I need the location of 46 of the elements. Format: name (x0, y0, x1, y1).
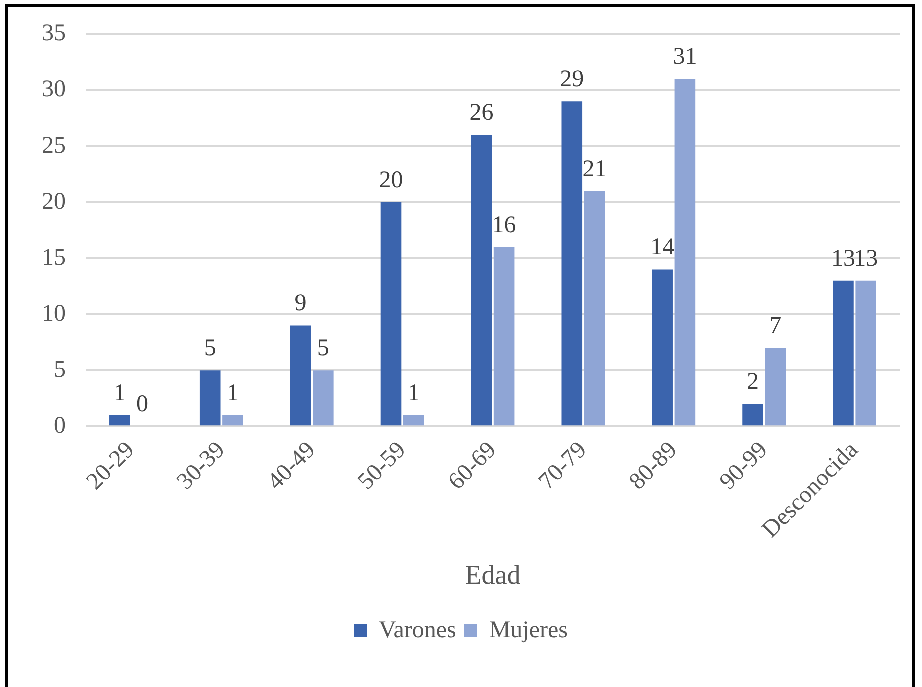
y-tick-label: 10 (42, 300, 66, 327)
data-label: 1 (408, 380, 420, 406)
data-label: 29 (560, 66, 584, 93)
bar (110, 415, 130, 426)
bar (313, 370, 334, 426)
data-label: 21 (582, 156, 607, 182)
bar (494, 247, 515, 426)
bar (856, 280, 876, 426)
data-label: 20 (379, 167, 404, 194)
y-tick-label: 35 (42, 20, 66, 47)
data-label: 5 (317, 336, 330, 362)
y-tick-label: 20 (42, 188, 66, 215)
legend-label: Mujeres (489, 617, 568, 644)
data-label: 7 (770, 313, 782, 340)
y-tick-label: 25 (42, 132, 66, 159)
data-label: 9 (294, 290, 307, 317)
bar (833, 280, 854, 426)
bar (380, 202, 402, 426)
y-tick-label: 30 (42, 76, 66, 103)
data-label: 31 (673, 44, 698, 70)
bar (403, 415, 424, 426)
data-label: 1 (114, 380, 126, 406)
bar (674, 79, 696, 426)
bar (765, 348, 786, 426)
legend-label: Varones (379, 617, 456, 644)
bar (200, 370, 221, 426)
bar (471, 135, 492, 426)
data-label: 1 (226, 380, 239, 406)
bar (290, 326, 312, 426)
data-label: 0 (136, 392, 149, 418)
data-label: 13 (854, 246, 878, 272)
data-label: 14 (650, 234, 675, 261)
y-tick-label: 5 (54, 356, 66, 383)
bar (742, 404, 764, 426)
data-label: 26 (470, 100, 494, 126)
bar (562, 102, 583, 426)
y-tick-label: 0 (54, 412, 66, 439)
data-label: 5 (204, 336, 216, 362)
bar (222, 415, 244, 426)
y-tick-label: 15 (42, 244, 66, 271)
x-axis-title: Edad (465, 560, 522, 590)
bar (652, 270, 673, 426)
bar (584, 191, 606, 426)
data-label: 2 (747, 369, 760, 396)
data-label: 16 (492, 212, 516, 238)
data-label: 13 (831, 246, 856, 272)
